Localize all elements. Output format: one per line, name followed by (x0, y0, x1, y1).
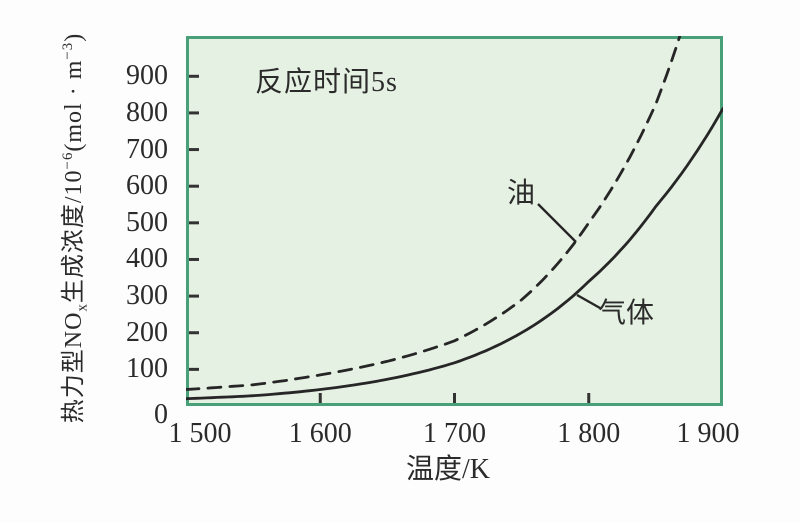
y-axis-tick-label: 200 (126, 316, 168, 348)
x-axis-tick-label: 1 800 (557, 418, 621, 449)
y-axis-tick-label: 300 (126, 280, 168, 312)
x-axis-title: 温度/K (405, 454, 490, 485)
plot-area (186, 36, 723, 406)
y-axis-tick-label: 700 (126, 133, 168, 165)
annotation-reaction-time: 反应时间5s (255, 67, 398, 98)
y-axis-title-segment: (mol · m (60, 59, 87, 152)
gas-pointer-line (576, 293, 601, 310)
oil-curve (186, 36, 682, 391)
y-axis-title: 热力型NOx生成浓度/10−6(mol · m−3) (59, 32, 91, 424)
y-axis-title-segment: −6 (59, 151, 76, 170)
x-axis-tick-label: 1 900 (676, 418, 740, 449)
y-axis-tick-label: 600 (126, 170, 168, 202)
y-axis-title-segment: 热力型NO (60, 311, 87, 424)
series-label-gas: 气体 (598, 298, 655, 329)
x-axis-tick-label: 1 700 (423, 418, 486, 449)
y-axis-tick-label: 100 (126, 353, 168, 385)
oil-pointer-line (537, 203, 577, 243)
y-axis-title-segment: −3 (59, 41, 76, 60)
gas-curve (186, 107, 723, 401)
y-axis-tick-label: 900 (126, 60, 168, 92)
y-axis-tick-label: 0 (154, 399, 168, 430)
x-axis-tick-label: 1 500 (168, 418, 232, 449)
y-axis-tick-label: 400 (126, 243, 168, 275)
plot-background (186, 36, 723, 406)
y-axis-title-segment: ) (60, 32, 87, 42)
series-label-oil: 油 (507, 178, 536, 209)
y-axis-title-segment: 生成浓度/10 (60, 169, 87, 304)
y-axis-tick-label: 800 (126, 96, 168, 128)
y-axis-tick-label: 500 (126, 206, 168, 238)
y-axis-title-segment: x (74, 303, 91, 312)
x-axis-tick-label: 1 600 (288, 418, 352, 449)
